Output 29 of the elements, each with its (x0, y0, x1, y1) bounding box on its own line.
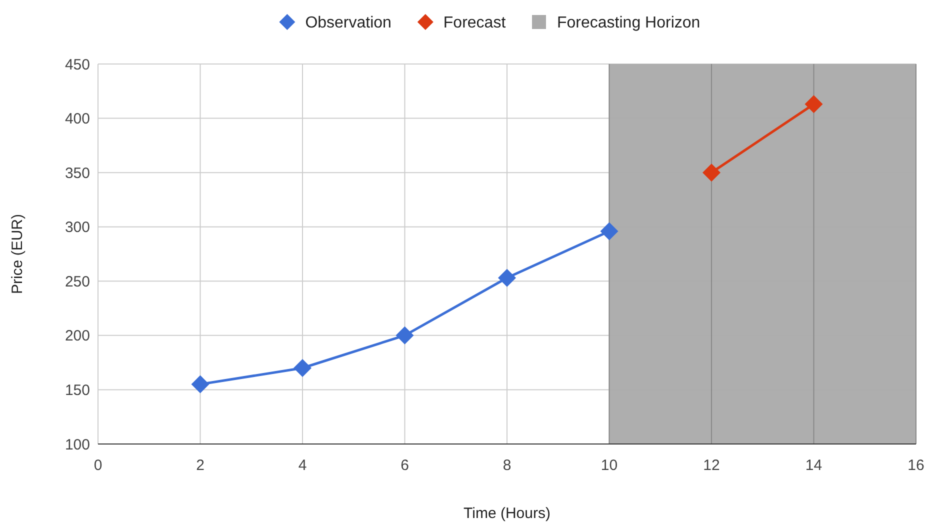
x-tick-label: 14 (805, 457, 822, 474)
y-tick-label: 450 (64, 56, 90, 74)
point (702, 164, 720, 182)
x-tick-label: 8 (502, 457, 512, 474)
y-tick-label: 100 (64, 436, 90, 454)
legend-label: Forecasting Horizon (557, 14, 700, 32)
point (804, 95, 823, 114)
y-tick-label: 250 (64, 273, 90, 290)
x-axis-title: Time (Hours) (464, 505, 550, 522)
x-tick-label: 2 (196, 457, 204, 474)
x-tick-label: 0 (94, 457, 102, 474)
point (396, 326, 414, 344)
point (498, 268, 516, 287)
legend-label: Observation (305, 14, 392, 32)
x-tick-label: 10 (600, 457, 618, 474)
x-tick-label: 4 (298, 457, 307, 474)
point (600, 222, 618, 240)
point (294, 359, 312, 377)
y-tick-label: 400 (64, 110, 90, 128)
y-tick-label: 300 (64, 219, 90, 236)
y-tick-label: 200 (64, 328, 90, 345)
x-tick-label: 16 (908, 457, 924, 474)
y-axis-title: Price (EUR) (9, 214, 26, 294)
y-tick-label: 350 (64, 164, 90, 182)
point (191, 375, 210, 394)
x-tick-label: 12 (703, 457, 720, 474)
x-tick-label: 6 (400, 457, 409, 474)
y-tick-label: 150 (64, 382, 90, 399)
legend-label: Forecast (443, 14, 506, 32)
